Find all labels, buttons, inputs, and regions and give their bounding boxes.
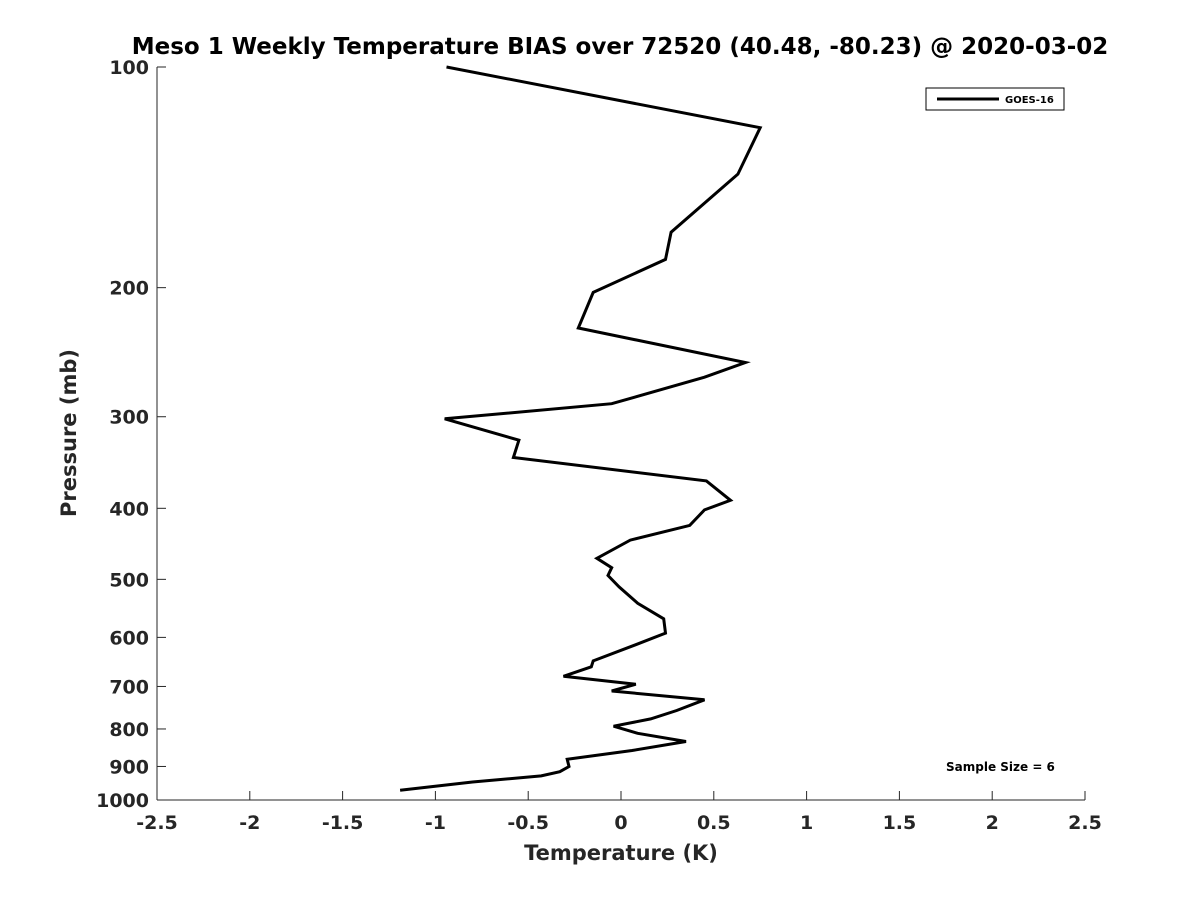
x-tick-label: -2.5 (136, 812, 178, 834)
series-group (399, 65, 763, 792)
y-tick-label: 900 (109, 756, 149, 778)
y-axis-label: Pressure (mb) (57, 349, 81, 517)
y-tick-label: 600 (109, 627, 149, 649)
x-axis-ticks: -2.5 -2 -1.5 -1 -0.5 0 0.5 1 1.5 2 2.5 (136, 791, 1102, 834)
x-tick-label: 2 (986, 812, 999, 834)
x-tick-label: 0 (614, 812, 627, 834)
x-tick-label: 1 (800, 812, 813, 834)
legend-label-goes-16: GOES-16 (1005, 95, 1054, 106)
legend: GOES-16 (925, 87, 1065, 111)
x-tick-label: -1 (425, 812, 446, 834)
plot-area: -2.5 -2 -1.5 -1 -0.5 0 0.5 1 1.5 2 2.5 100 200 300 40… (96, 57, 1102, 834)
y-tick-label: 500 (109, 569, 149, 591)
x-tick-label: -0.5 (507, 812, 549, 834)
x-tick-label: -2 (239, 812, 260, 834)
x-tick-label: 1.5 (883, 812, 917, 834)
y-axis-ticks: 100 200 300 400 500 600 700 800 900 1000 (96, 57, 166, 812)
y-tick-label: 800 (109, 719, 149, 741)
plot-background (157, 67, 1085, 800)
y-tick-label: 1000 (96, 790, 149, 812)
x-tick-label: -1.5 (322, 812, 364, 834)
x-tick-label: 0.5 (697, 812, 731, 834)
y-tick-label: 300 (109, 407, 149, 429)
chart-title: Meso 1 Weekly Temperature BIAS over 7252… (132, 34, 1109, 60)
x-tick-label: 2.5 (1068, 812, 1102, 834)
y-tick-label: 700 (109, 676, 149, 698)
y-tick-label: 400 (109, 498, 149, 520)
series-line-goes-16 (399, 65, 763, 792)
y-tick-label: 100 (109, 57, 149, 79)
y-tick-label: 200 (109, 278, 149, 300)
x-axis-label: Temperature (K) (524, 841, 718, 865)
sample-size-annotation: Sample Size = 6 (946, 760, 1055, 774)
